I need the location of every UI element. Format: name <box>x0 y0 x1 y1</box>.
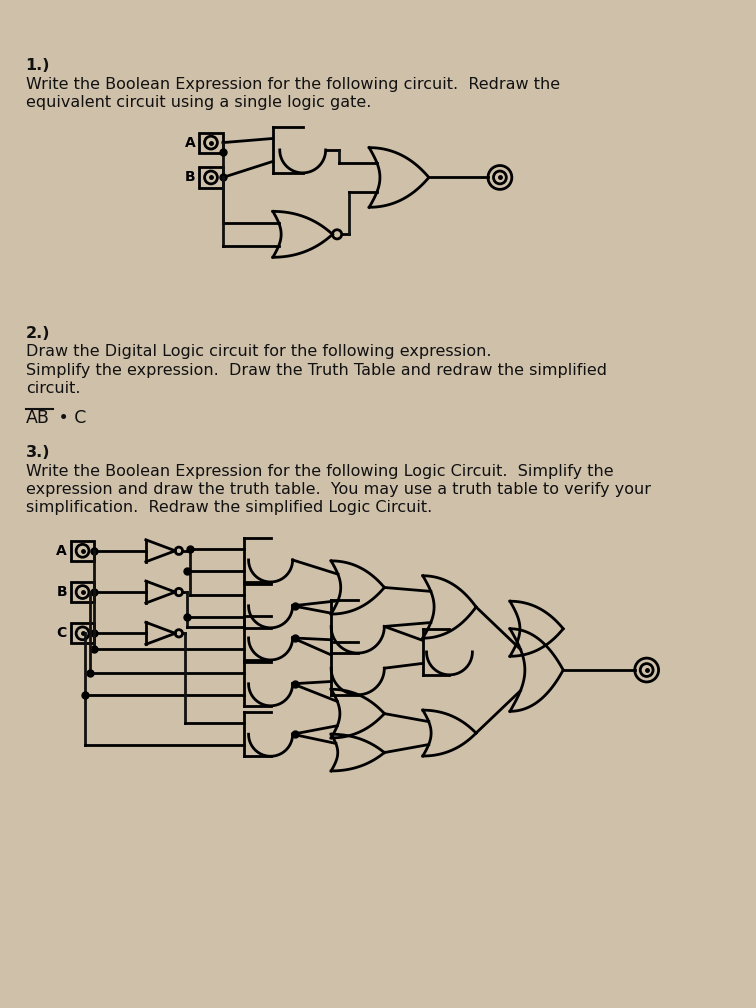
Text: Draw the Digital Logic circuit for the following expression.: Draw the Digital Logic circuit for the f… <box>26 345 491 360</box>
Text: • C: • C <box>53 408 87 426</box>
Text: Simplify the expression.  Draw the Truth Table and redraw the simplified: Simplify the expression. Draw the Truth … <box>26 363 606 378</box>
Text: Write the Boolean Expression for the following circuit.  Redraw the: Write the Boolean Expression for the fol… <box>26 77 559 92</box>
Text: 3.): 3.) <box>26 446 50 461</box>
Text: 1.): 1.) <box>26 58 50 74</box>
Text: simplification.  Redraw the simplified Logic Circuit.: simplification. Redraw the simplified Lo… <box>26 500 432 515</box>
Text: A: A <box>56 543 67 557</box>
Text: B: B <box>184 170 195 184</box>
Text: C: C <box>57 626 67 640</box>
Text: expression and draw the truth table.  You may use a truth table to verify your: expression and draw the truth table. You… <box>26 482 651 497</box>
Text: B: B <box>57 585 67 599</box>
Text: Write the Boolean Expression for the following Logic Circuit.  Simplify the: Write the Boolean Expression for the fol… <box>26 464 613 479</box>
Text: AB: AB <box>26 408 50 426</box>
Text: equivalent circuit using a single logic gate.: equivalent circuit using a single logic … <box>26 95 371 110</box>
Text: A: A <box>184 136 195 149</box>
Text: 2.): 2.) <box>26 326 50 341</box>
Text: circuit.: circuit. <box>26 381 80 396</box>
